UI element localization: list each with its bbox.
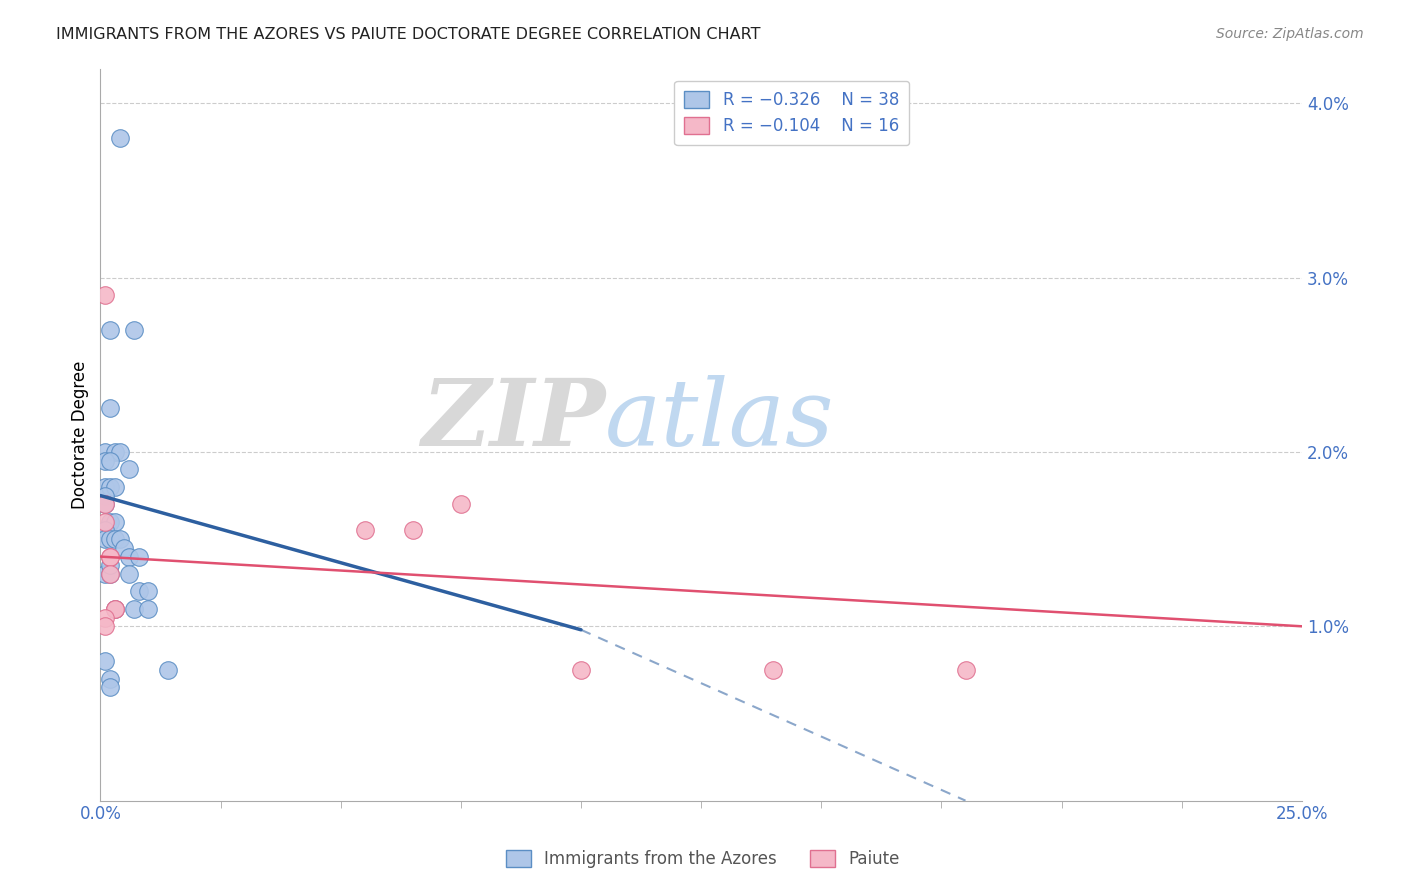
Point	[108, 445, 131, 459]
Point	[94, 445, 117, 459]
Point	[138, 602, 160, 616]
Point	[94, 619, 117, 633]
Point	[94, 288, 117, 302]
Point	[98, 532, 121, 546]
Point	[104, 602, 127, 616]
Legend: R = −0.326    N = 38, R = −0.104    N = 16: R = −0.326 N = 38, R = −0.104 N = 16	[675, 80, 910, 145]
Point	[94, 489, 117, 503]
Point	[402, 524, 425, 538]
Point	[104, 532, 127, 546]
Text: IMMIGRANTS FROM THE AZORES VS PAIUTE DOCTORATE DEGREE CORRELATION CHART: IMMIGRANTS FROM THE AZORES VS PAIUTE DOC…	[56, 27, 761, 42]
Point	[138, 584, 160, 599]
Point	[94, 515, 117, 529]
Point	[98, 567, 121, 582]
Point	[98, 453, 121, 467]
Point	[762, 663, 785, 677]
Point	[128, 584, 150, 599]
Point	[98, 672, 121, 686]
Point	[98, 480, 121, 494]
Point	[104, 602, 127, 616]
Point	[94, 654, 117, 668]
Point	[118, 549, 141, 564]
Point	[122, 602, 145, 616]
Point	[98, 681, 121, 695]
Point	[104, 515, 127, 529]
Point	[98, 558, 121, 573]
Point	[94, 497, 117, 511]
Y-axis label: Doctorate Degree: Doctorate Degree	[72, 360, 89, 508]
Point	[128, 549, 150, 564]
Point	[450, 497, 472, 511]
Point	[104, 445, 127, 459]
Point	[94, 480, 117, 494]
Point	[156, 663, 179, 677]
Point	[98, 515, 121, 529]
Point	[104, 480, 127, 494]
Point	[98, 549, 121, 564]
Point	[104, 602, 127, 616]
Point	[353, 524, 375, 538]
Text: ZIP: ZIP	[420, 375, 605, 465]
Text: Source: ZipAtlas.com: Source: ZipAtlas.com	[1216, 27, 1364, 41]
Point	[94, 524, 117, 538]
Point	[112, 541, 135, 555]
Text: atlas: atlas	[605, 375, 835, 465]
Point	[94, 532, 117, 546]
Point	[569, 663, 592, 677]
Point	[98, 549, 121, 564]
Point	[98, 567, 121, 582]
Point	[118, 462, 141, 476]
Point	[98, 323, 121, 337]
Point	[94, 453, 117, 467]
Point	[108, 532, 131, 546]
Point	[108, 131, 131, 145]
Point	[98, 401, 121, 416]
Point	[122, 323, 145, 337]
Point	[94, 497, 117, 511]
Point	[94, 567, 117, 582]
Point	[94, 610, 117, 624]
Legend: Immigrants from the Azores, Paiute: Immigrants from the Azores, Paiute	[499, 843, 907, 875]
Point	[955, 663, 977, 677]
Point	[118, 567, 141, 582]
